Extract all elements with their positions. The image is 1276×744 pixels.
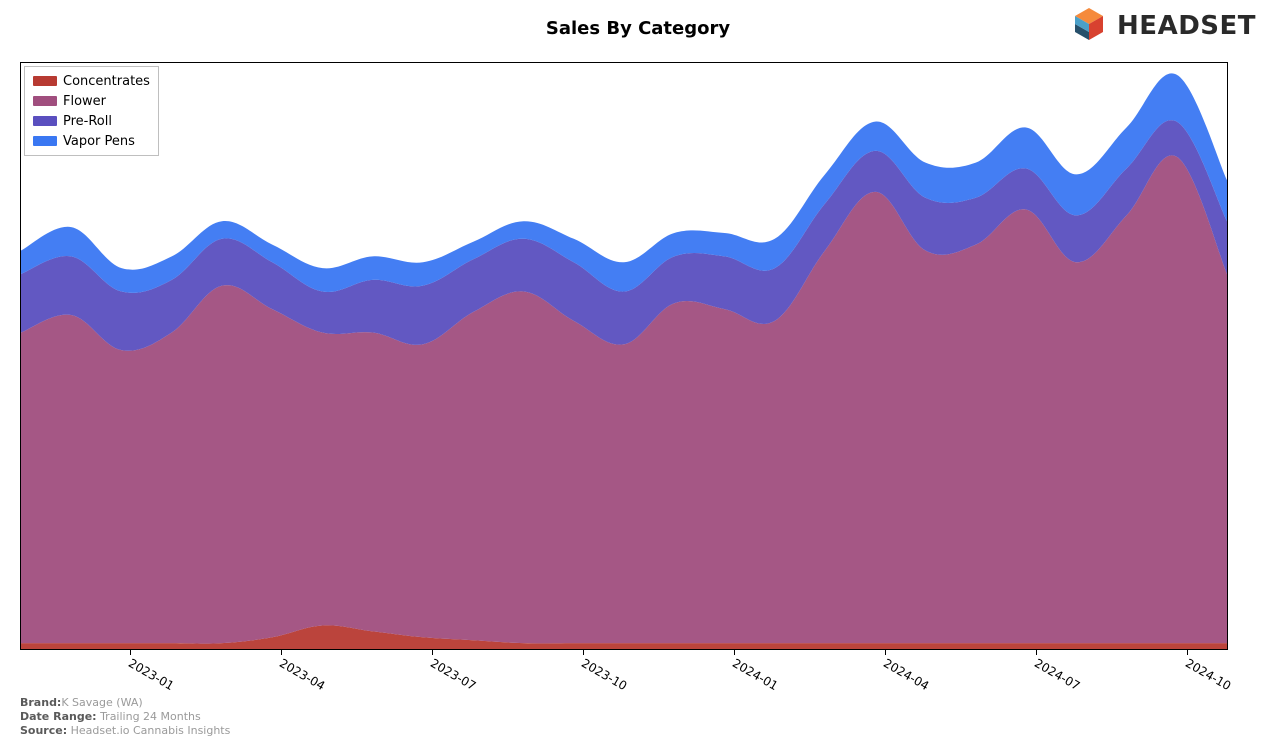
xtick-label: 2024-04 (881, 656, 931, 693)
xtick-label: 2023-04 (277, 656, 327, 693)
legend-label: Vapor Pens (63, 134, 135, 149)
xtick-label: 2023-10 (579, 656, 629, 693)
legend-item: Concentrates (33, 71, 150, 91)
xtick-label: 2023-07 (428, 656, 478, 693)
xtick-mark (734, 650, 735, 655)
plot-area (20, 62, 1228, 650)
xtick-label: 2024-10 (1183, 656, 1233, 693)
headset-logo-icon (1069, 6, 1109, 46)
footer-source: Source: Headset.io Cannabis Insights (20, 724, 230, 738)
footer-metadata: Brand:K Savage (WA) Date Range: Trailing… (20, 696, 230, 738)
legend-swatch (33, 76, 57, 86)
legend-item: Pre-Roll (33, 111, 150, 131)
legend-swatch (33, 96, 57, 106)
legend-swatch (33, 116, 57, 126)
legend-item: Vapor Pens (33, 131, 150, 151)
legend-swatch (33, 136, 57, 146)
xtick-mark (583, 650, 584, 655)
xtick-mark (432, 650, 433, 655)
legend-label: Flower (63, 94, 106, 109)
xtick-label: 2024-07 (1032, 656, 1082, 693)
footer-daterange: Date Range: Trailing 24 Months (20, 710, 230, 724)
legend: Concentrates Flower Pre-Roll Vapor Pens (24, 66, 159, 156)
xtick-mark (281, 650, 282, 655)
footer-brand: Brand:K Savage (WA) (20, 696, 230, 710)
logo-text: HEADSET (1117, 11, 1256, 41)
xtick-mark (885, 650, 886, 655)
xtick-mark (1036, 650, 1037, 655)
brand-logo: HEADSET (1069, 6, 1256, 46)
stacked-area-svg (21, 63, 1227, 649)
xtick-label: 2024-01 (730, 656, 780, 693)
xtick-mark (130, 650, 131, 655)
legend-label: Concentrates (63, 74, 150, 89)
xtick-mark (1187, 650, 1188, 655)
legend-item: Flower (33, 91, 150, 111)
xtick-label: 2023-01 (126, 656, 176, 693)
legend-label: Pre-Roll (63, 114, 112, 129)
